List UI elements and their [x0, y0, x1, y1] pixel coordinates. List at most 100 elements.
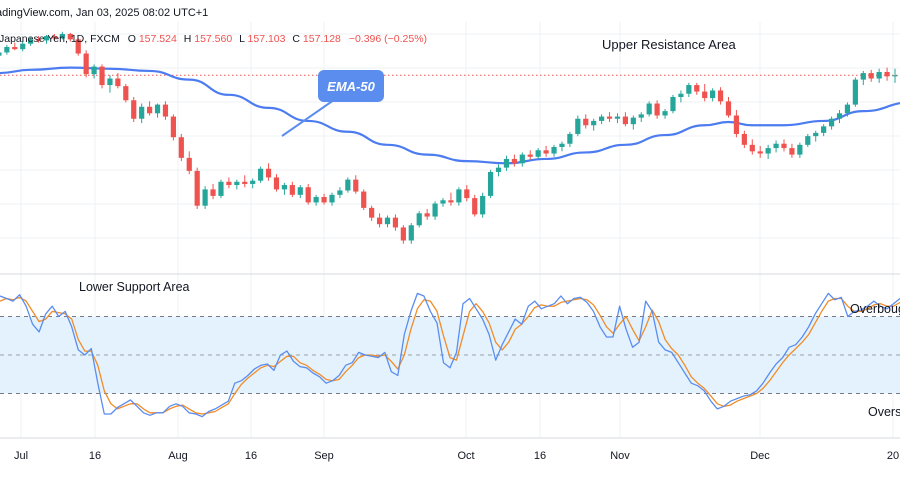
candle-body	[884, 72, 890, 77]
candle	[511, 154, 517, 167]
candle	[599, 114, 605, 125]
candle-body	[860, 73, 866, 80]
candle-body	[289, 185, 295, 195]
candle-body	[440, 200, 446, 204]
candle	[289, 181, 295, 197]
candle	[662, 108, 668, 119]
candle	[281, 182, 288, 195]
candle-body	[543, 150, 549, 154]
candle-body	[178, 137, 184, 158]
candle-body	[337, 190, 343, 195]
candle-body	[694, 85, 700, 92]
candle	[353, 175, 359, 194]
candle	[614, 113, 621, 124]
candle	[226, 177, 232, 189]
candle-body	[892, 75, 898, 77]
candle-body	[686, 85, 692, 94]
candle-body	[622, 116, 628, 125]
candle-body	[218, 181, 224, 196]
candle-body	[567, 133, 573, 144]
candle-body	[59, 33, 65, 39]
candle	[186, 151, 192, 175]
time-axis-label: 20	[887, 450, 899, 462]
candle-body	[123, 86, 129, 101]
candle	[416, 211, 422, 228]
candlestick-series	[0, 31, 898, 244]
candle	[448, 192, 454, 206]
time-axis-label: 16	[534, 450, 546, 462]
candle	[321, 193, 327, 205]
candle-body	[630, 117, 636, 125]
candle	[749, 139, 755, 155]
candle-body	[186, 157, 192, 171]
candle-body	[868, 73, 874, 79]
candle-body	[638, 114, 644, 118]
candle-body	[329, 194, 335, 203]
candle	[99, 64, 105, 89]
candle-body	[273, 177, 280, 190]
candle	[337, 187, 343, 199]
ema-callout-box	[318, 70, 384, 102]
candle	[313, 194, 319, 206]
candle-body	[646, 103, 652, 115]
high-label: H	[184, 33, 192, 45]
candle	[527, 150, 533, 161]
candle	[218, 179, 224, 199]
candle	[495, 164, 502, 177]
candle-body	[99, 66, 105, 86]
candle-body	[35, 39, 42, 41]
candle-body	[876, 72, 882, 79]
candle	[28, 37, 34, 46]
candle	[670, 94, 676, 114]
candle	[234, 179, 240, 190]
candle-body	[606, 116, 613, 119]
candle-body	[226, 181, 232, 186]
candle-body	[464, 189, 470, 199]
candle-body	[202, 189, 208, 206]
candle-body	[20, 43, 26, 50]
time-axis-label: 16	[245, 450, 257, 462]
candle	[123, 83, 129, 103]
candle	[329, 192, 335, 206]
overbought-label: Overboug	[850, 302, 900, 316]
candle	[543, 145, 549, 157]
time-axis-label: Aug	[168, 450, 188, 462]
candle-body	[392, 217, 399, 228]
candle	[694, 82, 700, 95]
candle-body	[765, 148, 771, 154]
candle	[376, 213, 383, 228]
candle	[297, 185, 303, 199]
ema-50-layer	[0, 66, 900, 165]
candle	[622, 112, 628, 127]
candle-body	[384, 217, 391, 225]
candle-body	[424, 213, 430, 217]
candle	[844, 102, 851, 117]
candle	[828, 116, 835, 130]
candle-body	[305, 187, 311, 203]
candle	[630, 115, 636, 130]
candle-body	[662, 111, 668, 116]
candle-body	[797, 144, 803, 155]
candle-body	[51, 36, 58, 39]
stochastic-pane	[0, 273, 900, 418]
candle	[860, 70, 866, 86]
stochastic-d-line	[0, 296, 900, 415]
candle-body	[733, 115, 740, 134]
candle	[702, 83, 708, 102]
candle	[725, 97, 732, 118]
candle-body	[0, 52, 2, 56]
candle-body	[400, 227, 406, 241]
candle	[250, 178, 256, 189]
candle-body	[28, 39, 34, 44]
time-axis: Jul 16 Aug 16 Sep Oct 16 Nov Dec 20	[14, 450, 899, 462]
price-pane	[0, 31, 900, 244]
candle	[408, 223, 414, 244]
candle-body	[4, 47, 10, 53]
candle-body	[369, 207, 375, 218]
candle-body	[408, 225, 414, 241]
candle-body	[789, 148, 795, 155]
candle-body	[67, 33, 73, 40]
candle-body	[503, 158, 510, 168]
open-label: O	[128, 33, 136, 45]
